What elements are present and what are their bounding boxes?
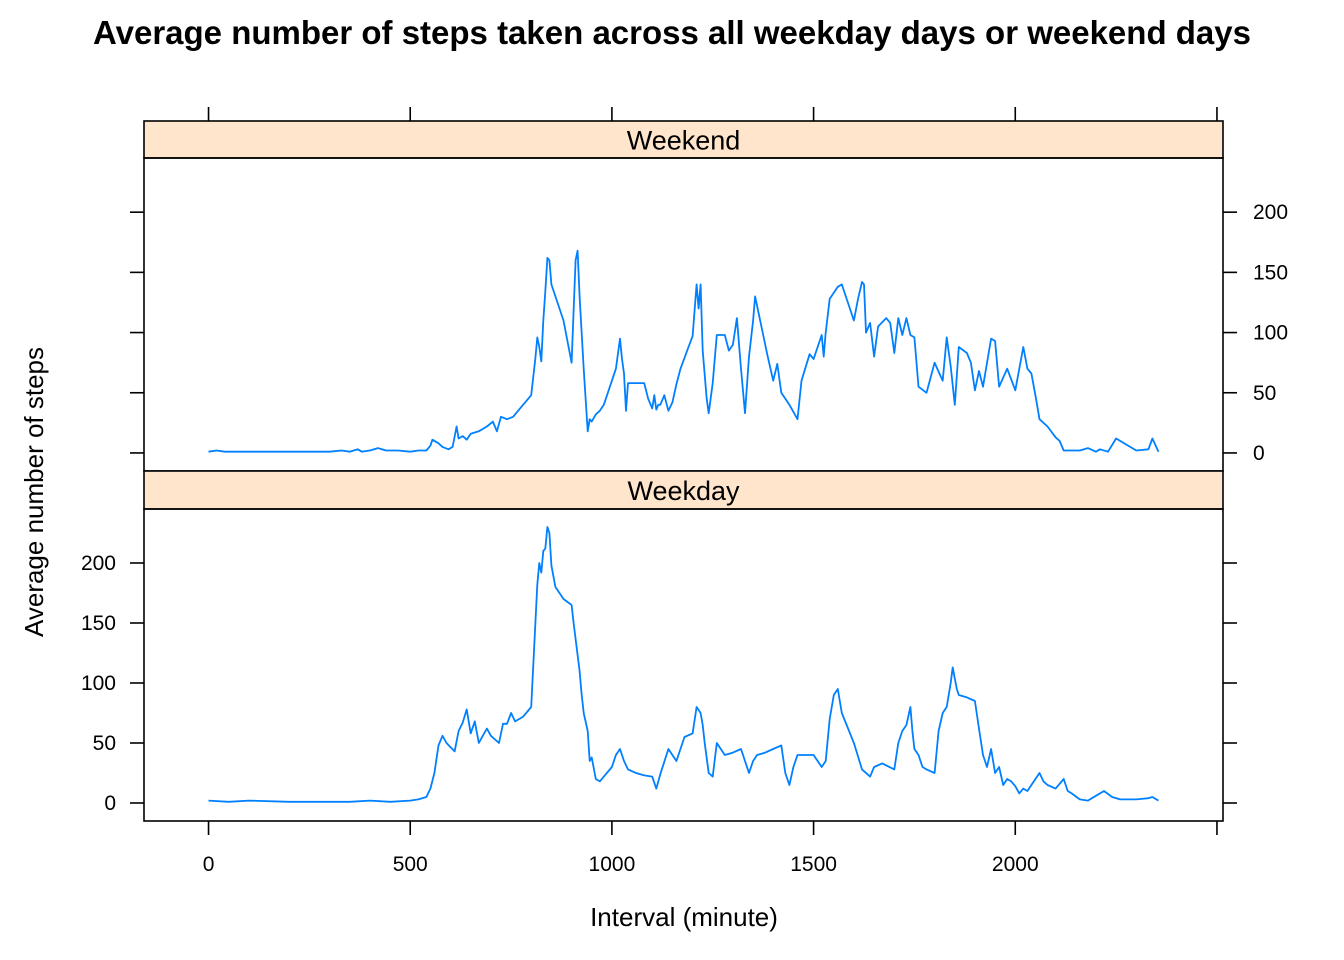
y-tick-label: 200	[1253, 201, 1288, 224]
x-tick-label: 1500	[790, 853, 837, 876]
panel-frame-weekday	[143, 508, 1224, 822]
strip-label-weekend: Weekend	[627, 126, 741, 156]
x-axis-label: Interval (minute)	[590, 902, 778, 932]
x-tick-label: 1000	[589, 853, 636, 876]
strip-weekday	[143, 470, 1224, 510]
y-tick-label: 150	[81, 612, 116, 635]
y-tick-label: 200	[81, 552, 116, 575]
y-tick-label: 50	[1253, 382, 1276, 405]
y-tick-label: 100	[1253, 322, 1288, 345]
panel-frame-weekend	[143, 157, 1224, 472]
y-axis-label: Average number of steps	[19, 347, 49, 637]
y-tick-label: 150	[1253, 261, 1288, 284]
panel-weekday: Weekday 0 50 100 150 200	[81, 470, 1237, 822]
series-line-weekday	[208, 526, 1159, 803]
chart-title: Average number of steps taken across all…	[93, 14, 1251, 51]
x-tick-label: 0	[203, 853, 215, 876]
y-tick-label: 100	[81, 672, 116, 695]
strip-label-weekday: Weekday	[627, 476, 740, 506]
series-line-weekend	[208, 249, 1160, 453]
y-tick-label: 0	[1253, 442, 1265, 465]
x-tick-label: 2000	[992, 853, 1039, 876]
x-tick-label: 500	[393, 853, 428, 876]
strip-weekend	[143, 120, 1224, 159]
y-tick-label: 50	[93, 732, 116, 755]
panel-weekend: Weekend 0 50 100 150 200	[130, 120, 1288, 472]
y-tick-label: 0	[104, 792, 116, 815]
